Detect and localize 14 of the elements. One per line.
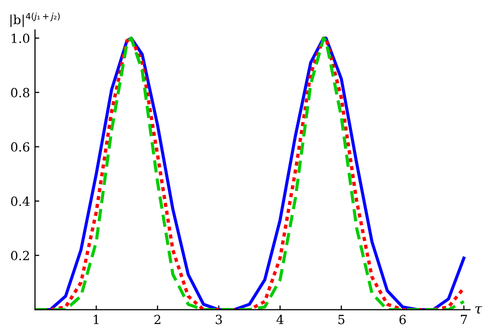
x-axis-title: τ [475, 306, 482, 314]
x-tick-label: 2 [154, 314, 160, 324]
y-tick-label: 0.6 [11, 142, 30, 152]
x-tick-label: 3 [216, 314, 222, 324]
y-tick-label: 0.8 [11, 88, 30, 98]
x-tick-label: 6 [399, 314, 406, 324]
y-tick-label: 1.0 [12, 34, 30, 44]
x-tick-label: 1 [94, 314, 98, 324]
x-tick-label: 5 [338, 314, 344, 324]
x-tick-label: 4 [276, 314, 284, 324]
y-tick-label: 0.2 [11, 250, 29, 260]
y-axis-title: |b|$^{4(j₁+j₂)}$ [10, 12, 60, 28]
x-tick-label: 7 [460, 314, 467, 324]
y-tick-label: 0.4 [11, 196, 30, 206]
